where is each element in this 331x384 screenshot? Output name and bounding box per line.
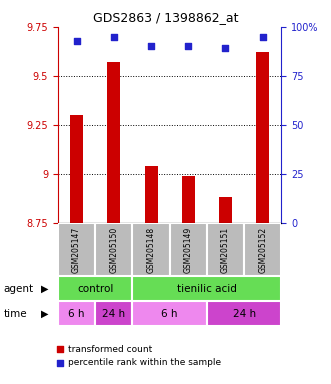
Text: 6 h: 6 h: [162, 309, 178, 319]
Point: [74, 38, 79, 44]
Text: GSM205151: GSM205151: [221, 227, 230, 273]
Bar: [95, 223, 132, 276]
Bar: [256, 52, 269, 223]
Bar: [70, 115, 83, 223]
Text: tienilic acid: tienilic acid: [177, 284, 237, 294]
Text: percentile rank within the sample: percentile rank within the sample: [68, 358, 221, 367]
Text: transformed count: transformed count: [68, 345, 152, 354]
Text: 24 h: 24 h: [102, 309, 125, 319]
Bar: [132, 276, 281, 301]
Point: [111, 34, 117, 40]
Bar: [132, 301, 207, 326]
Text: ▶: ▶: [41, 309, 48, 319]
Bar: [207, 223, 244, 276]
Text: agent: agent: [3, 284, 33, 294]
Text: 24 h: 24 h: [233, 309, 256, 319]
Bar: [58, 276, 132, 301]
Bar: [132, 223, 169, 276]
Point: [148, 43, 154, 50]
Text: GSM205148: GSM205148: [147, 227, 156, 273]
Bar: [207, 301, 281, 326]
Text: 6 h: 6 h: [68, 309, 85, 319]
Text: GDS2863 / 1398862_at: GDS2863 / 1398862_at: [93, 12, 238, 25]
Point: [57, 360, 62, 366]
Bar: [95, 301, 132, 326]
Point: [57, 346, 62, 353]
Point: [223, 45, 228, 51]
Text: control: control: [77, 284, 113, 294]
Bar: [244, 223, 281, 276]
Bar: [219, 197, 232, 223]
Text: GSM205147: GSM205147: [72, 227, 81, 273]
Point: [260, 34, 265, 40]
Text: GSM205150: GSM205150: [109, 227, 118, 273]
Bar: [58, 301, 95, 326]
Bar: [58, 223, 95, 276]
Text: GSM205149: GSM205149: [184, 227, 193, 273]
Text: time: time: [3, 309, 27, 319]
Point: [186, 43, 191, 50]
Text: ▶: ▶: [41, 284, 48, 294]
Bar: [169, 223, 207, 276]
Text: GSM205152: GSM205152: [258, 227, 267, 273]
Bar: [145, 166, 158, 223]
Bar: [107, 62, 120, 223]
Bar: [182, 176, 195, 223]
